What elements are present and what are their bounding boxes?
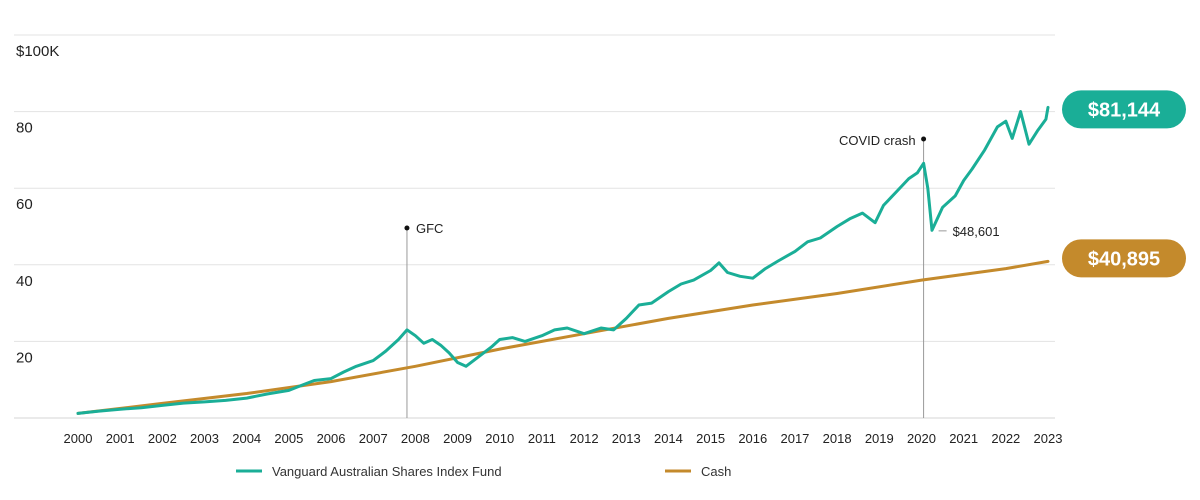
y-tick-label: $100K	[16, 43, 59, 60]
x-tick-label: 2002	[148, 431, 177, 446]
x-tick-label: 2004	[232, 431, 261, 446]
x-tick-label: 2014	[654, 431, 683, 446]
y-tick-label: 60	[16, 196, 33, 213]
x-tick-label: 2009	[443, 431, 472, 446]
x-tick-label: 2018	[823, 431, 852, 446]
vanguard-final-value-badge-text: $81,144	[1088, 99, 1161, 121]
y-axis-ticks: 20 40 60 80 $100K	[16, 43, 59, 366]
y-tick-label: 80	[16, 120, 33, 137]
x-tick-label: 2011	[528, 431, 556, 446]
x-tick-label: 2019	[865, 431, 894, 446]
x-tick-label: 2010	[485, 431, 514, 446]
y-tick-label: 40	[16, 273, 33, 290]
vanguard-fund-line	[76, 105, 1050, 415]
covid-low-value-label: $48,601	[953, 224, 1000, 239]
legend: Vanguard Australian Shares Index Fund Cas…	[236, 464, 731, 479]
gfc-marker-dot	[404, 225, 410, 231]
x-tick-label: 2001	[106, 431, 135, 446]
x-tick-label: 2013	[612, 431, 641, 446]
x-tick-label: 2000	[64, 431, 93, 446]
y-tick-label: 20	[16, 349, 33, 366]
gridlines	[14, 34, 1055, 419]
x-tick-label: 2021	[949, 431, 978, 446]
legend-cash-label: Cash	[701, 464, 731, 479]
x-tick-label: 2022	[991, 431, 1020, 446]
x-tick-label: 2023	[1034, 431, 1063, 446]
cash-final-value-badge-text: $40,895	[1088, 248, 1160, 270]
x-tick-label: 2015	[696, 431, 725, 446]
cash-final-value-badge	[1062, 239, 1186, 278]
x-tick-label: 2020	[907, 431, 936, 446]
covid-marker-dot	[921, 136, 927, 142]
final-value-badges: $81,144 $40,895	[1062, 90, 1186, 278]
x-tick-label: 2012	[570, 431, 599, 446]
x-tick-label: 2006	[317, 431, 346, 446]
x-tick-label: 2017	[780, 431, 809, 446]
x-tick-label: 2007	[359, 431, 388, 446]
x-tick-label: 2008	[401, 431, 430, 446]
covid-annotation-label: COVID crash	[839, 133, 916, 148]
x-tick-label: 2016	[738, 431, 767, 446]
x-tick-label: 2005	[274, 431, 303, 446]
x-axis-ticks: 2000 2001 2002 2003 2004 2005 2006 2007 2008 2009…	[64, 431, 1063, 446]
cash-line	[76, 259, 1050, 415]
series-lines	[76, 105, 1050, 415]
annotations: GFC COVID crash $48,601	[404, 133, 1000, 418]
x-tick-label: 2003	[190, 431, 219, 446]
vanguard-final-value-badge	[1062, 90, 1186, 129]
legend-vanguard-label: Vanguard Australian Shares Index Fund	[272, 464, 502, 479]
gfc-annotation-label: GFC	[416, 221, 443, 236]
